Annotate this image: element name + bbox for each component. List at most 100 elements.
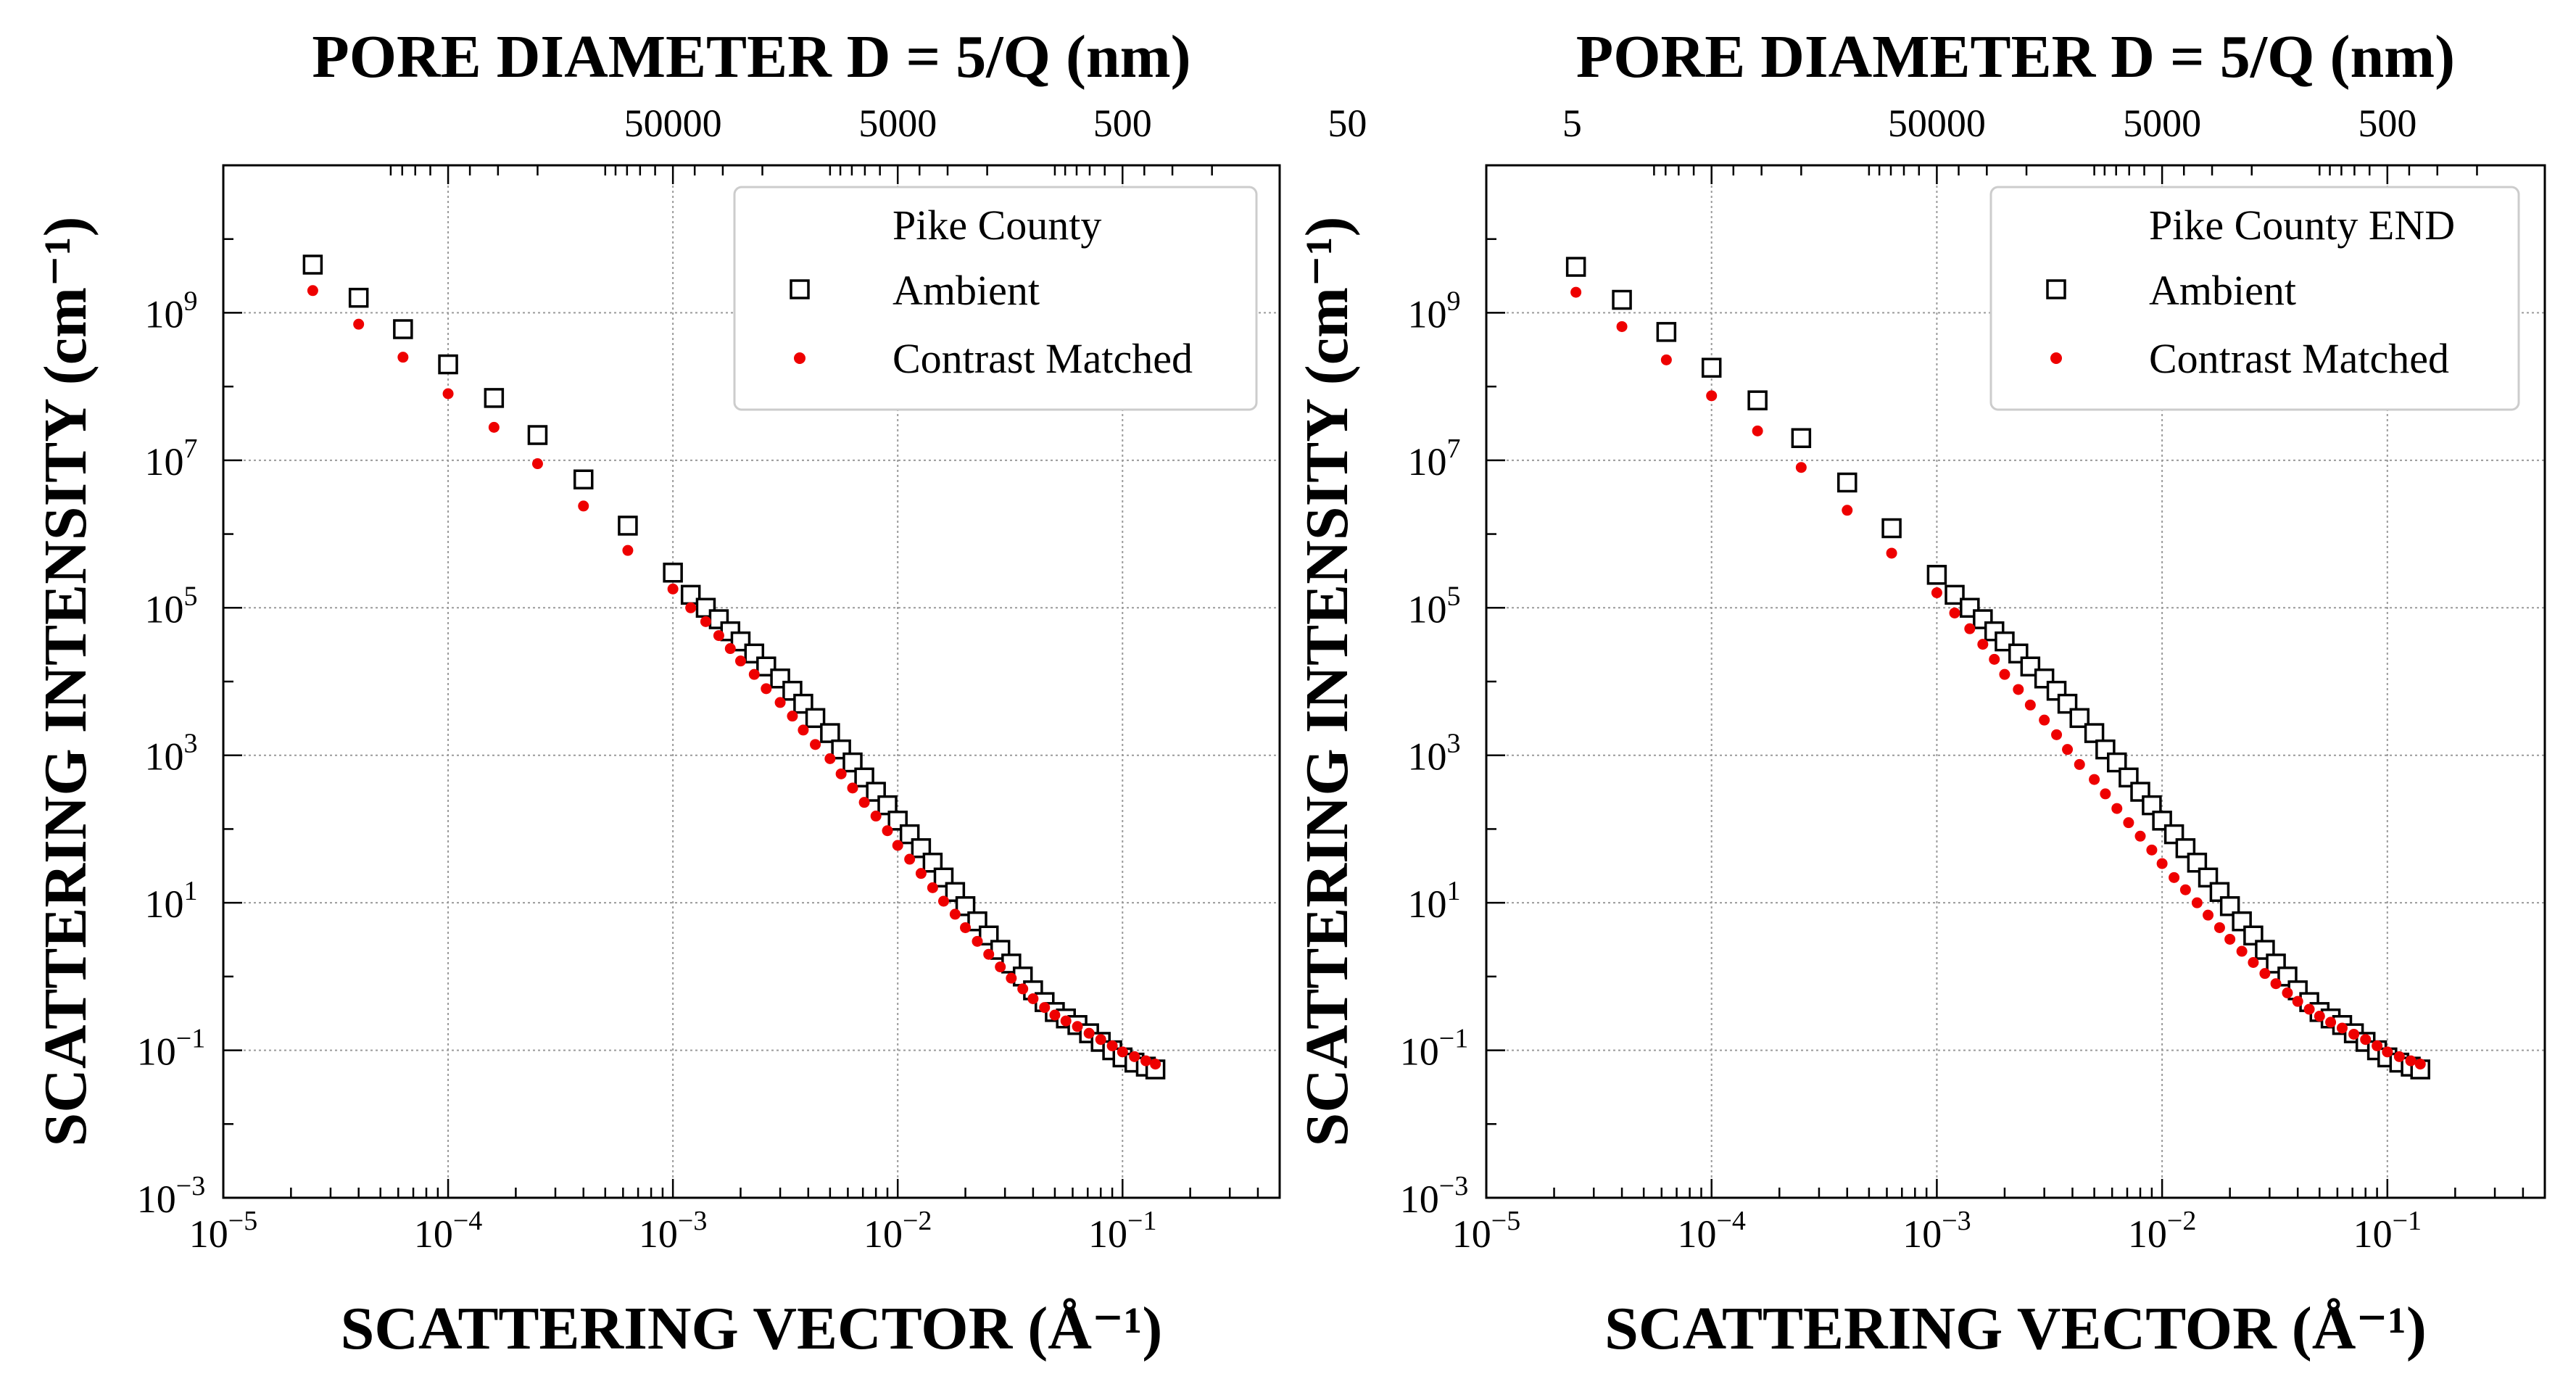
- contrast-matched-point: [2414, 1059, 2426, 1070]
- contrast-matched-point: [1039, 1002, 1051, 1014]
- contrast-matched-point: [685, 602, 697, 613]
- contrast-matched-point: [798, 724, 809, 736]
- legend: Pike County Ambient Contrast Matched: [733, 186, 1258, 411]
- contrast-matched-point: [1706, 390, 1718, 402]
- contrast-matched-point: [2134, 830, 2146, 842]
- contrast-matched-point: [1140, 1055, 1151, 1067]
- contrast-matched-point: [713, 630, 724, 642]
- ambient-point: [1926, 565, 1947, 585]
- contrast-matched-point: [1752, 425, 1763, 436]
- contrast-matched-point: [1049, 1009, 1061, 1021]
- contrast-matched-point: [1795, 462, 1807, 473]
- ambient-point: [1984, 621, 2005, 642]
- contrast-matched-point: [1660, 354, 1672, 365]
- y-tick-label: 101: [1408, 876, 1461, 926]
- contrast-matched-point: [2213, 922, 2225, 933]
- top-axis-title: PORE DIAMETER D = 5/Q (nm): [1576, 23, 2455, 91]
- contrast-matched-point: [1977, 639, 1989, 650]
- ambient-point: [302, 254, 323, 275]
- contrast-matched-point: [2100, 788, 2111, 800]
- contrast-matched-point: [1931, 587, 1942, 599]
- contrast-matched-point: [2089, 774, 2100, 785]
- legend-contrast-matched-label: Contrast Matched: [2149, 335, 2449, 382]
- y-tick-label: 105: [145, 581, 198, 631]
- x-tick-label: 10−3: [1902, 1206, 1971, 1256]
- ambient-point: [756, 656, 776, 676]
- y-tick-label: 10−1: [1400, 1024, 1468, 1074]
- contrast-matched-point: [2123, 817, 2134, 829]
- legend-ambient-label: Ambient: [893, 267, 1040, 314]
- contrast-matched-point: [1106, 1040, 1118, 1051]
- x-tick-label: 10−5: [1452, 1206, 1520, 1256]
- top-tick-label: 500: [1093, 102, 1152, 145]
- contrast-matched-point: [882, 825, 893, 837]
- contrast-matched-point: [2051, 729, 2063, 740]
- ambient-point: [1612, 289, 1632, 310]
- legend-box: [733, 186, 1258, 411]
- legend-title: Pike County: [893, 202, 1101, 249]
- x-tick-label: 10−3: [639, 1206, 707, 1256]
- y-axis-label: SCATTERING INTENSITY (cm⁻¹): [1293, 216, 1361, 1146]
- contrast-matched-point: [2292, 995, 2303, 1007]
- x-axis-label: SCATTERING VECTOR (Å⁻¹): [1604, 1295, 2427, 1362]
- legend-ambient-marker: [790, 279, 810, 299]
- legend-box: [1989, 186, 2520, 411]
- contrast-matched-point: [824, 753, 836, 764]
- contrast-matched-point: [2156, 858, 2168, 869]
- contrast-matched-point: [1886, 547, 1897, 559]
- y-tick-label: 107: [145, 434, 198, 484]
- y-tick-label: 10−3: [137, 1171, 205, 1221]
- contrast-matched-point: [2248, 956, 2259, 968]
- x-tick-label: 10−4: [414, 1206, 482, 1256]
- contrast-matched-point: [858, 797, 870, 808]
- contrast-matched-point: [915, 868, 927, 879]
- y-tick-label: 109: [145, 286, 198, 336]
- contrast-matched-point: [1095, 1034, 1106, 1046]
- contrast-matched-point: [1949, 607, 1960, 618]
- y-tick-label: 10−3: [1400, 1171, 1468, 1221]
- contrast-matched-point: [2336, 1022, 2348, 1034]
- ambient-point: [1791, 428, 1812, 448]
- contrast-matched-point: [2039, 714, 2050, 726]
- y-tick-label: 103: [1408, 729, 1461, 779]
- contrast-matched-point: [1989, 653, 2000, 665]
- ambient-point: [911, 838, 932, 858]
- contrast-matched-point: [1999, 668, 2010, 680]
- left-panel: 10−5 10−4 10−3 10−2 10−1 10−3 10−1 101 103 105 107…: [32, 23, 1582, 1362]
- contrast-matched-point: [892, 840, 903, 851]
- legend-ambient-label: Ambient: [2149, 267, 2296, 314]
- legend-title: Pike County END: [2149, 202, 2455, 249]
- right-panel: 10−5 10−4 10−3 10−2 10−1 10−3 10−1 101 103 105 107…: [1293, 23, 2546, 1362]
- contrast-matched-point: [1842, 505, 1853, 516]
- y-tick-label: 107: [1408, 434, 1461, 484]
- contrast-matched-point: [960, 922, 972, 933]
- contrast-matched-point: [2360, 1034, 2372, 1046]
- ambient-point: [393, 319, 413, 339]
- top-tick-label: 5000: [2123, 102, 2201, 145]
- contrast-matched-point: [2024, 699, 2036, 711]
- ambient-point: [695, 597, 716, 618]
- contrast-matched-point: [1570, 286, 1582, 298]
- contrast-matched-point: [2074, 758, 2085, 770]
- contrast-matched-point: [1060, 1015, 1072, 1027]
- contrast-matched-point: [734, 655, 746, 667]
- ambient-point: [484, 388, 505, 408]
- contrast-matched-point: [774, 697, 786, 708]
- contrast-matched-point: [2282, 987, 2293, 998]
- ambient-point: [1995, 631, 2015, 652]
- legend-contrast-matched-label: Contrast Matched: [893, 335, 1193, 382]
- ambient-point: [2187, 853, 2208, 873]
- contrast-matched-point: [2179, 884, 2191, 895]
- contrast-matched-point: [397, 352, 409, 363]
- ambient-series: [1565, 257, 2430, 1080]
- x-axis-label: SCATTERING VECTOR (Å⁻¹): [341, 1295, 1163, 1362]
- contrast-matched-point: [1027, 993, 1039, 1004]
- ambient-point: [2034, 668, 2055, 689]
- contrast-matched-point: [531, 458, 543, 470]
- y-tick-label: 105: [1408, 581, 1461, 631]
- contrast-matched-point: [1017, 983, 1029, 995]
- legend-contrast-matched-marker: [2050, 352, 2062, 364]
- x-tick-label: 10−2: [864, 1206, 932, 1256]
- top-tick-label: 5000: [858, 102, 937, 145]
- legend-contrast-matched-marker: [794, 352, 805, 364]
